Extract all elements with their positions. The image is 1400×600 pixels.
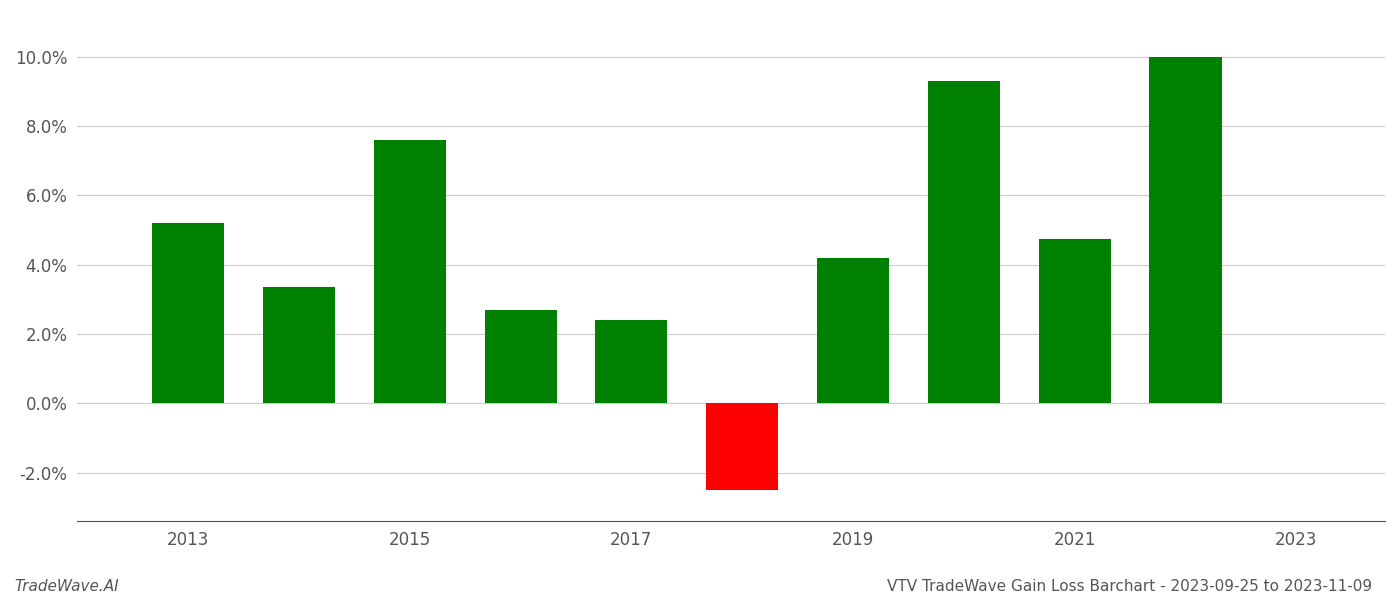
Bar — [374, 140, 445, 403]
Text: VTV TradeWave Gain Loss Barchart - 2023-09-25 to 2023-11-09: VTV TradeWave Gain Loss Barchart - 2023-… — [886, 579, 1372, 594]
Text: TradeWave.AI: TradeWave.AI — [14, 579, 119, 594]
Bar — [263, 287, 335, 403]
Bar — [818, 258, 889, 403]
Bar — [1149, 56, 1222, 403]
Bar — [595, 320, 668, 403]
Bar — [484, 310, 557, 403]
Bar — [706, 403, 778, 490]
Bar — [1039, 239, 1110, 403]
Bar — [153, 223, 224, 403]
Bar — [928, 81, 1000, 403]
